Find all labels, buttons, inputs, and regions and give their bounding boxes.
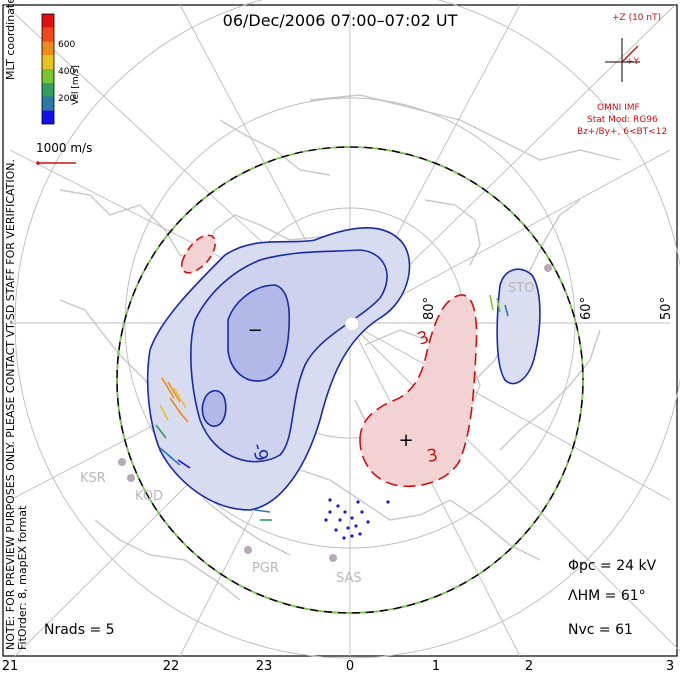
- pole-marker: [344, 316, 360, 332]
- station-label-ksr: KSR: [80, 471, 106, 486]
- lat-label-60: 60°: [579, 297, 594, 320]
- negative-contour-small: [201, 389, 227, 427]
- mlt-tick-label: 23: [256, 659, 273, 674]
- mlt-tick-label: 0: [346, 659, 354, 674]
- preview-note: NOTE: FOR PREVIEW PURPOSES ONLY. PLEASE …: [4, 159, 17, 650]
- colorbar-swatch: [42, 41, 54, 56]
- stat-n-rads: Nrads = 5: [44, 622, 115, 638]
- positive-contour-main: [359, 294, 478, 487]
- lat-label-80: 80°: [422, 297, 437, 320]
- mlt-tick-labels: 21 22 23 0 1 2 3: [2, 659, 674, 674]
- colorbar-swatch: [42, 82, 54, 97]
- imf-bz-label: +Z (10 nT): [612, 13, 661, 23]
- colorbar-tick-label: 600: [58, 40, 75, 50]
- fit-order-label: FitOrder: 8, mapEX format: [16, 505, 29, 650]
- stat-phi-pc: Φpc = 24 kV: [568, 558, 657, 574]
- velocity-colorbar: 200 400 600: [41, 13, 75, 125]
- lat-label-50: 50°: [659, 297, 674, 320]
- colorbar-swatch: [42, 55, 54, 69]
- station-label-sas: SAS: [336, 571, 362, 586]
- mlt-coordinates-label: MLT coordinates: [4, 0, 17, 80]
- positive-cell: [180, 234, 478, 487]
- hm-boundary-dash: [116, 146, 584, 614]
- stat-n-vc: Nvc = 61: [568, 622, 633, 638]
- colorbar-swatch: [42, 69, 54, 83]
- station-label-kod: KOD: [135, 489, 163, 504]
- plot-frame: [2, 4, 678, 657]
- imf-condition: Bz+/By+, 6<BT<12: [577, 127, 667, 137]
- colorbar-swatch: [42, 27, 54, 42]
- positive-cell-marker: +: [398, 430, 413, 451]
- mlt-tick-label: 2: [525, 659, 533, 674]
- colorbar-swatch: [42, 96, 54, 111]
- negative-contour-inner: [227, 284, 291, 382]
- mlt-tick-label: 3: [666, 659, 674, 674]
- colorbar-swatch: [42, 14, 54, 28]
- colorbar-swatch: [42, 110, 54, 124]
- colorbar-tick-label: 200: [58, 94, 75, 104]
- mlt-tick-label: 1: [432, 659, 440, 674]
- colorbar-border: [41, 13, 55, 125]
- imf-source: OMNI IMF: [597, 103, 640, 113]
- negative-cell-marker: −: [247, 320, 262, 341]
- mlt-tick-label: 21: [2, 659, 19, 674]
- negative-contour-east: [496, 268, 541, 385]
- contour-label-pos-b: 3: [425, 445, 439, 467]
- velocity-vectors-midnight: [324, 498, 390, 540]
- reference-vector-label: 1000 m/s: [36, 141, 92, 155]
- contour-label-pos-a: 3: [415, 327, 432, 349]
- mlt-tick-label: 22: [163, 659, 180, 674]
- imf-model: Stat Mod: RG96: [587, 115, 658, 125]
- velocity-vectors-dusk: [155, 294, 509, 521]
- colorbar-title: Vel [m/s]: [71, 65, 81, 105]
- negative-cell: [146, 227, 541, 511]
- map-title: 06/Dec/2006 07:00–07:02 UT: [223, 11, 458, 30]
- station-label-pgr: PGR: [252, 561, 279, 576]
- imf-by-label: +Y: [626, 57, 640, 67]
- imf-vector: [621, 45, 639, 63]
- station-markers: [118, 264, 552, 562]
- positive-contour-west: [180, 234, 216, 274]
- reference-vector-origin: [36, 161, 40, 165]
- stat-lambda-hm: ΛHM = 61°: [568, 588, 646, 604]
- contour-label-neg: -9: [247, 441, 272, 464]
- colorbar-tick-label: 400: [58, 67, 75, 77]
- station-label-sto: STO: [508, 281, 534, 296]
